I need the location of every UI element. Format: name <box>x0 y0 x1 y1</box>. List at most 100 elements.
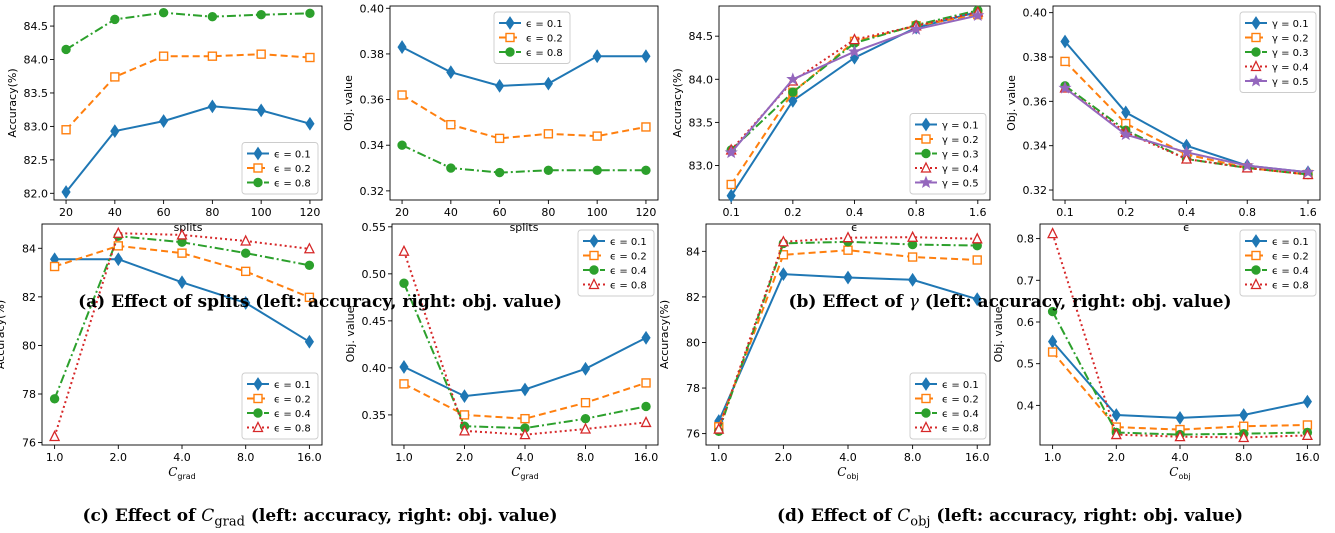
x-tick-label: 2.0 <box>110 451 128 464</box>
y-tick-label: 0.55 <box>362 221 387 234</box>
y-axis-label: Obj. value <box>344 306 357 362</box>
y-tick-label: 0.40 <box>362 362 387 375</box>
legend-label: γ = 0.2 <box>1272 34 1309 45</box>
data-point <box>909 22 923 35</box>
data-point <box>641 378 651 388</box>
caption-text: Effect of <box>822 292 909 312</box>
data-point <box>110 72 120 82</box>
y-tick-label: 0.40 <box>360 2 385 15</box>
y-axis-label: Accuracy(%) <box>671 68 684 137</box>
x-tick-label: 60 <box>157 206 171 219</box>
y-tick-label: 0.34 <box>360 139 385 152</box>
data-point <box>61 185 71 199</box>
legend-marker <box>253 377 263 391</box>
data-point <box>159 114 169 128</box>
series-line <box>403 381 647 420</box>
x-tick-label: 4.0 <box>173 451 191 464</box>
data-point <box>778 250 789 260</box>
data-point <box>1047 227 1059 239</box>
legend-marker <box>588 278 600 290</box>
legend-marker <box>505 47 515 57</box>
x-tick-label: 40 <box>108 206 122 219</box>
legend-box <box>1239 11 1317 93</box>
data-point <box>112 226 124 238</box>
y-tick-label: 82 <box>22 291 36 304</box>
data-point <box>446 119 456 130</box>
legend-marker <box>253 163 263 173</box>
data-point <box>304 260 315 270</box>
x-axis-label: splits <box>510 221 539 234</box>
caption-c: (c) Effect of Cgrad (left: accuracy, rig… <box>0 506 640 529</box>
legend-label: ϵ = 0.8 <box>942 424 979 435</box>
data-point <box>399 379 409 389</box>
x-tick-label: 0.2 <box>784 206 802 219</box>
x-axis-label: Cgrad <box>168 465 196 481</box>
data-point <box>158 51 169 61</box>
data-point <box>907 252 918 262</box>
legend-marker <box>1251 32 1261 43</box>
data-point <box>1047 347 1058 357</box>
data-point <box>1060 56 1070 67</box>
x-tick-label: 1.6 <box>969 206 987 219</box>
x-tick-label: 8.0 <box>904 451 922 464</box>
caption-var: C <box>897 506 911 526</box>
x-axis-label: ϵ <box>851 221 858 234</box>
y-tick-label: 0.35 <box>362 409 387 422</box>
series-line <box>730 9 979 151</box>
data-point <box>304 292 315 303</box>
series-4 <box>1059 81 1314 180</box>
x-tick-label: 1.0 <box>710 451 728 464</box>
caption-sub: obj <box>910 514 931 530</box>
legend-label: γ = 0.3 <box>942 150 979 161</box>
y-tick-label: 0.8 <box>1017 233 1035 246</box>
x-tick-label: 4.0 <box>1171 451 1189 464</box>
y-tick-label: 0.32 <box>1023 184 1048 197</box>
series-4 <box>49 226 315 442</box>
legend-label: γ = 0.4 <box>1272 63 1309 74</box>
data-point <box>158 7 169 18</box>
legend: γ = 0.1 γ = 0.2 γ = 0.3 γ = 0.4 γ = 0.5 <box>909 113 987 195</box>
x-tick-label: 1.6 <box>1299 206 1317 219</box>
caption-text: Effect of splits <box>111 292 250 312</box>
data-point <box>640 415 652 428</box>
x-tick-label: 8.0 <box>237 451 255 464</box>
x-tick-label: 120 <box>299 206 320 219</box>
y-axis-label: Obj. value <box>342 75 355 131</box>
caption-tag: (c) <box>82 506 109 526</box>
caption-suffix: (left: accuracy, right: obj. value) <box>244 506 558 526</box>
data-point <box>61 44 71 55</box>
legend-marker <box>253 146 263 161</box>
series-4 <box>398 244 652 440</box>
data-point <box>1238 421 1249 431</box>
data-point <box>641 122 651 132</box>
legend-marker <box>920 161 932 173</box>
data-point <box>458 424 471 436</box>
legend-box <box>577 229 655 297</box>
x-tick-label: 16.0 <box>634 451 659 464</box>
data-point <box>788 87 798 97</box>
caption-a: (a) Effect of splits (left: accuracy, ri… <box>0 292 640 312</box>
x-tick-label: 8.0 <box>577 451 595 464</box>
data-point <box>842 231 854 243</box>
series-2 <box>399 378 651 424</box>
data-point <box>580 413 591 424</box>
y-tick-label: 0.4 <box>1017 399 1035 412</box>
legend-marker <box>1251 265 1261 275</box>
data-point <box>1240 158 1254 172</box>
y-tick-label: 0.38 <box>360 48 385 61</box>
series-line <box>65 105 311 193</box>
data-point <box>726 188 736 203</box>
legend-marker <box>919 175 933 189</box>
data-point <box>724 145 738 159</box>
data-point <box>520 382 530 397</box>
x-tick-label: 20 <box>395 206 409 219</box>
x-tick-label: 16.0 <box>297 451 322 464</box>
data-point <box>110 14 120 25</box>
data-point <box>579 422 592 434</box>
data-point <box>305 52 315 63</box>
legend-marker <box>589 265 599 275</box>
data-point <box>1238 431 1250 443</box>
legend-label: ϵ = 0.2 <box>526 34 563 45</box>
series-line <box>401 94 647 140</box>
data-point <box>777 235 789 247</box>
